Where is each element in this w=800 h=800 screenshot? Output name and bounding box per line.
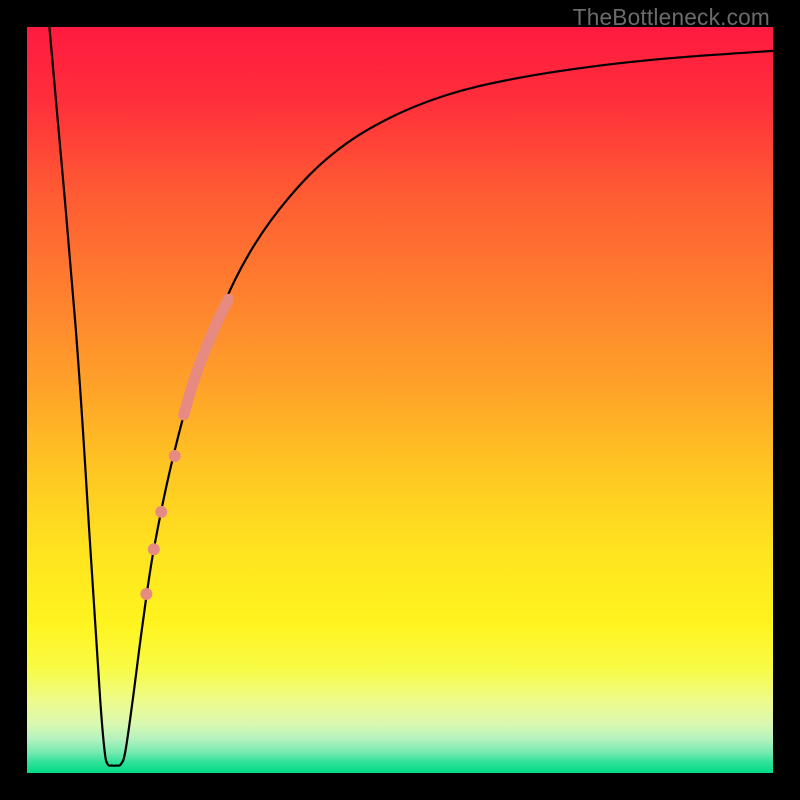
highlight-dot [155, 506, 167, 518]
attribution-label: TheBottleneck.com [573, 4, 770, 31]
plot-area [27, 27, 773, 773]
highlight-segment [184, 299, 229, 415]
bottleneck-curve [49, 27, 773, 766]
highlight-dot [169, 450, 181, 462]
highlight-dot [140, 588, 152, 600]
highlight-dot [148, 543, 160, 555]
highlight-dots-group [140, 450, 180, 600]
chart-stage: TheBottleneck.com [0, 0, 800, 800]
curve-layer [27, 27, 773, 773]
